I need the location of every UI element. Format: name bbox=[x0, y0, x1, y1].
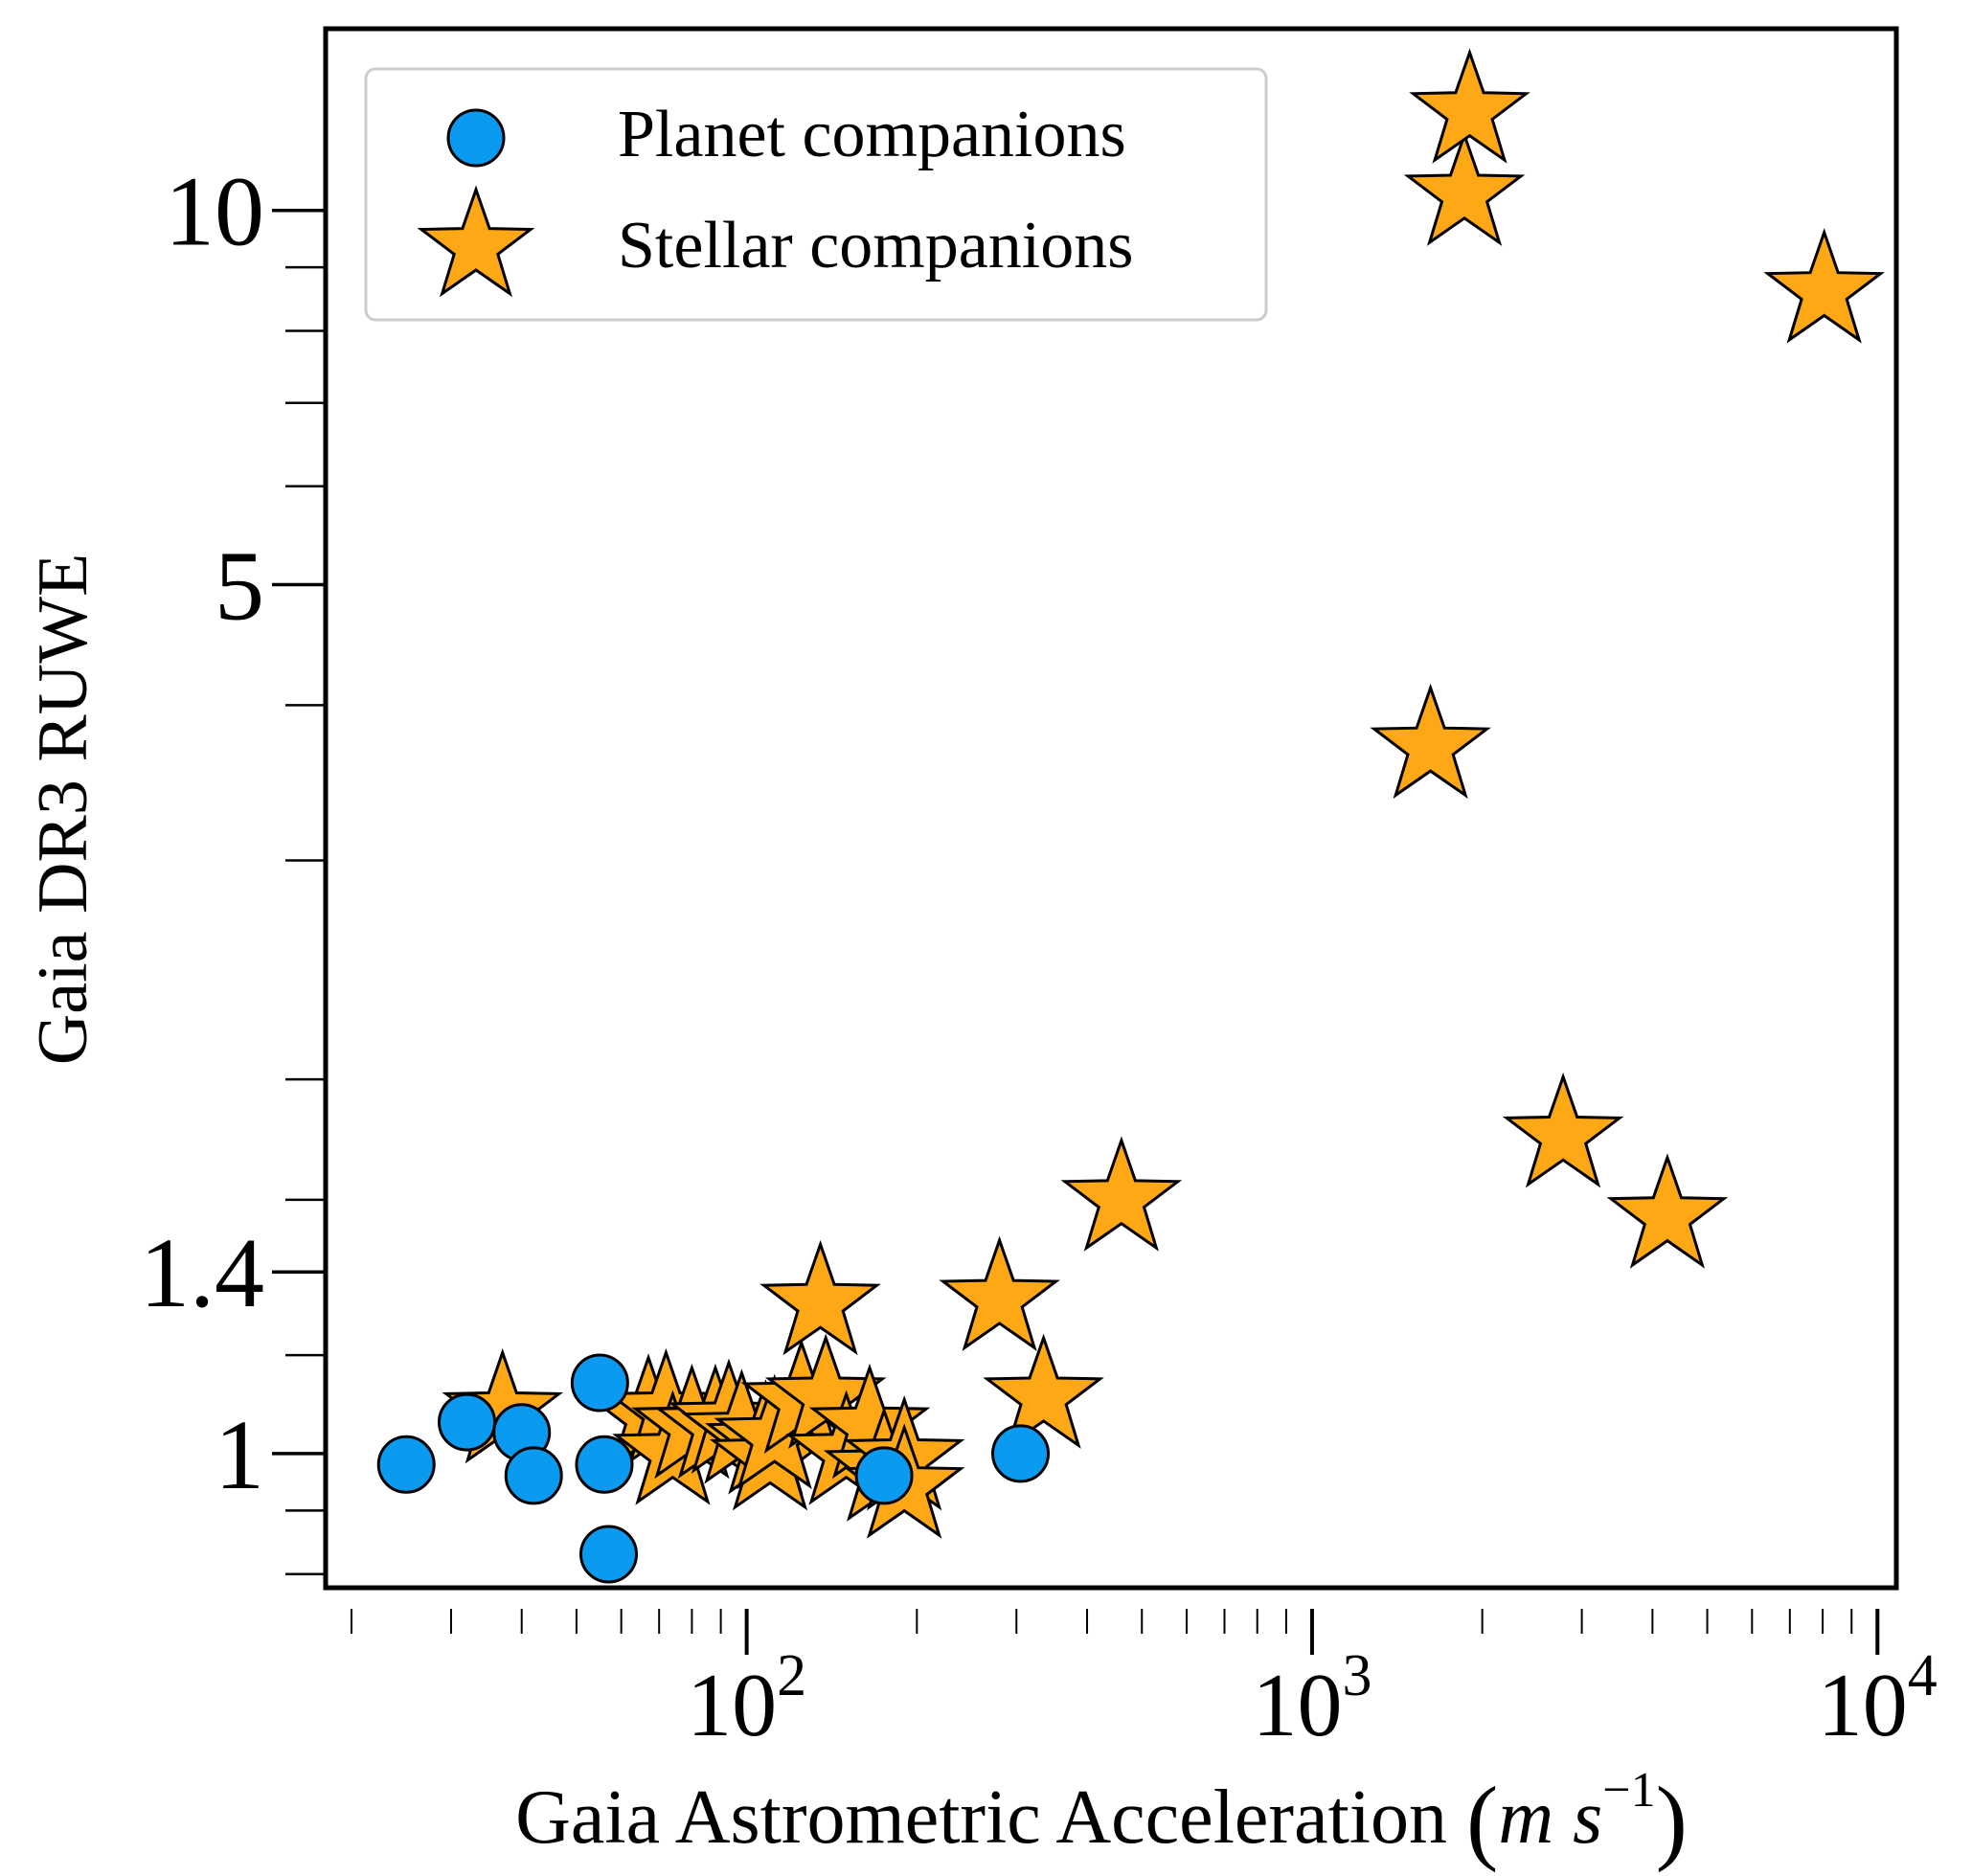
legend: Planet companions Stellar companions bbox=[364, 67, 1268, 322]
legend-label-stellar: Stellar companions bbox=[618, 209, 1134, 283]
stellar-point bbox=[759, 1239, 881, 1356]
y-tick-label: 10 bbox=[165, 157, 264, 267]
y-axis-title: Gaia DR3 RUWE bbox=[24, 554, 102, 1065]
y-tick-label: 1 bbox=[215, 1400, 264, 1510]
legend-box bbox=[364, 67, 1268, 322]
planet-point bbox=[854, 1446, 914, 1505]
planet-point bbox=[579, 1525, 639, 1584]
legend-star-icon bbox=[417, 185, 535, 298]
x-tick-base: 10 bbox=[1252, 1656, 1342, 1755]
plot-frame bbox=[323, 26, 1899, 1591]
x-tick-label: 104 bbox=[1818, 1643, 1938, 1755]
x-axis-ticks: 102 103 104 bbox=[351, 1609, 1938, 1755]
stellar-point bbox=[1502, 1072, 1624, 1188]
plot-marks bbox=[376, 48, 1885, 1584]
stellar-point bbox=[983, 1333, 1104, 1449]
stellar-point bbox=[1403, 130, 1526, 246]
x-tick-base: 10 bbox=[1818, 1656, 1908, 1755]
x-axis-unit-close: ) bbox=[1656, 1767, 1688, 1873]
x-axis-unit-exponent: −1 bbox=[1602, 1763, 1655, 1818]
stellar-point bbox=[1606, 1153, 1729, 1269]
legend-marker-stellar bbox=[417, 185, 535, 298]
x-tick-exponent: 4 bbox=[1908, 1643, 1938, 1708]
series-planet bbox=[376, 1353, 1051, 1584]
y-axis-ticks: 1 1.4 5 10 bbox=[140, 157, 326, 1575]
x-tick-label: 102 bbox=[687, 1643, 806, 1755]
x-axis-title-text: Gaia Astrometric Acceleration bbox=[515, 1775, 1447, 1860]
legend-marker-planet bbox=[446, 108, 506, 168]
planet-point bbox=[376, 1435, 436, 1494]
planet-point bbox=[991, 1424, 1051, 1483]
x-tick-base: 10 bbox=[687, 1656, 777, 1755]
stellar-point bbox=[1060, 1136, 1183, 1252]
stellar-point bbox=[939, 1235, 1060, 1351]
y-tick-label: 5 bbox=[215, 531, 264, 642]
x-tick-exponent: 3 bbox=[1342, 1643, 1371, 1708]
x-axis-unit-base: m s bbox=[1498, 1775, 1602, 1860]
x-axis-unit-open: ( bbox=[1466, 1767, 1498, 1873]
planet-point bbox=[570, 1353, 629, 1413]
planet-point bbox=[504, 1446, 563, 1505]
planet-point bbox=[575, 1435, 634, 1494]
y-tick-label: 1.4 bbox=[140, 1218, 264, 1328]
stellar-point bbox=[1763, 228, 1885, 344]
stellar-point bbox=[1409, 48, 1530, 164]
stellar-point bbox=[1370, 683, 1491, 800]
x-tick-exponent: 2 bbox=[777, 1643, 806, 1708]
planet-point bbox=[438, 1392, 497, 1452]
x-axis-title: Gaia Astrometric Acceleration (m s−1) bbox=[515, 1763, 1688, 1873]
x-tick-label: 103 bbox=[1252, 1643, 1371, 1755]
legend-label-planet: Planet companions bbox=[618, 98, 1126, 171]
